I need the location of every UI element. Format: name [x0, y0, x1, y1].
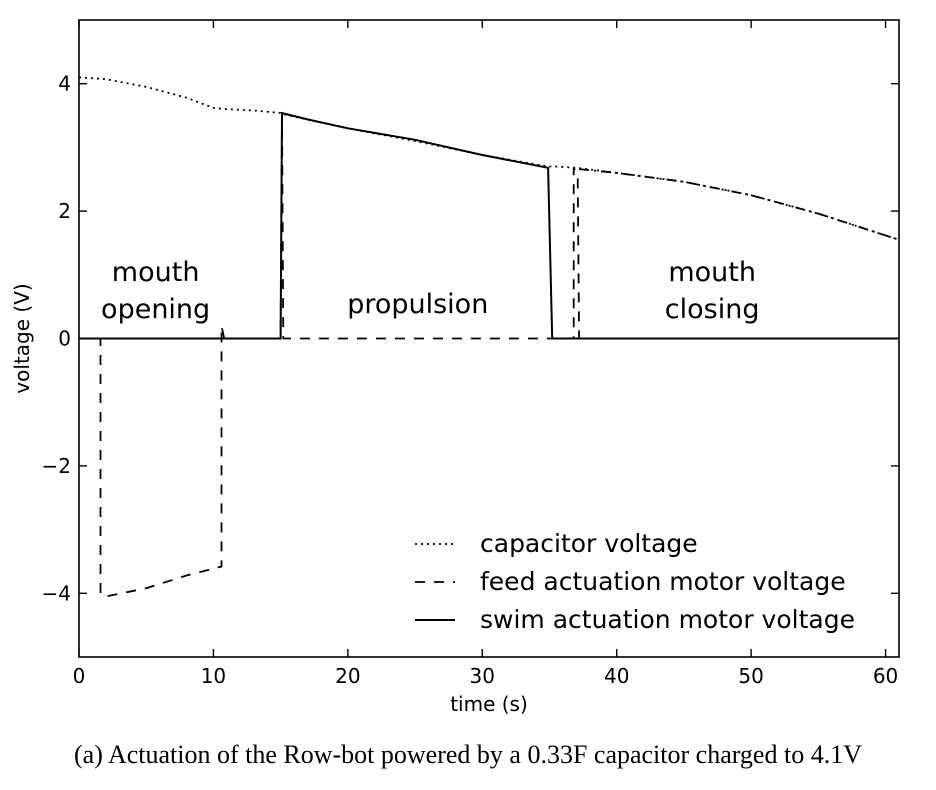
x-tick-label: 30 [470, 664, 495, 688]
region-label-mouth-closing: closing [665, 294, 760, 325]
series-line-3 [79, 111, 899, 340]
series-line-1 [78, 76, 900, 241]
x-tick-label: 60 [873, 664, 898, 688]
legend-label: capacitor voltage [480, 529, 698, 558]
x-tick-label: 10 [201, 664, 226, 688]
legend: capacitor voltage feed actuation motor vo… [415, 529, 855, 634]
y-tick-label: 0 [58, 327, 71, 351]
chart: 0 10 20 30 40 50 60 −4 −2 0 2 4 mouth opening propuls… [10, 19, 900, 716]
series-line-4 [579, 168, 900, 241]
y-tick-label: 4 [58, 72, 71, 96]
y-tick-label: −4 [42, 581, 71, 605]
x-tick-label: 40 [604, 664, 629, 688]
x-tick-label: 0 [73, 664, 86, 688]
series-line-2 [79, 114, 899, 598]
legend-label: feed actuation motor voltage [480, 567, 846, 596]
region-label-mouth-closing: mouth [668, 257, 756, 288]
y-tick-label: −2 [42, 454, 71, 478]
y-tick-label: 2 [58, 199, 71, 223]
x-tick-label: 20 [335, 664, 360, 688]
plot-frame [78, 19, 900, 658]
region-label-propulsion: propulsion [347, 289, 488, 320]
x-axis-label: time (s) [450, 692, 528, 716]
axes-ticks [78, 20, 899, 657]
region-labels: mouth opening propulsion mouth closing [101, 257, 759, 325]
plot-lines [78, 76, 900, 598]
y-axis-label: voltage (V) [10, 283, 34, 393]
x-tick-label: 50 [738, 664, 763, 688]
legend-label: swim actuation motor voltage [480, 605, 855, 634]
region-label-mouth-opening: opening [101, 294, 210, 325]
tick-labels: 0 10 20 30 40 50 60 −4 −2 0 2 4 [42, 72, 899, 688]
region-label-mouth-opening: mouth [112, 257, 200, 288]
figure-caption: (a) Actuation of the Row-bot powered by … [74, 740, 862, 769]
